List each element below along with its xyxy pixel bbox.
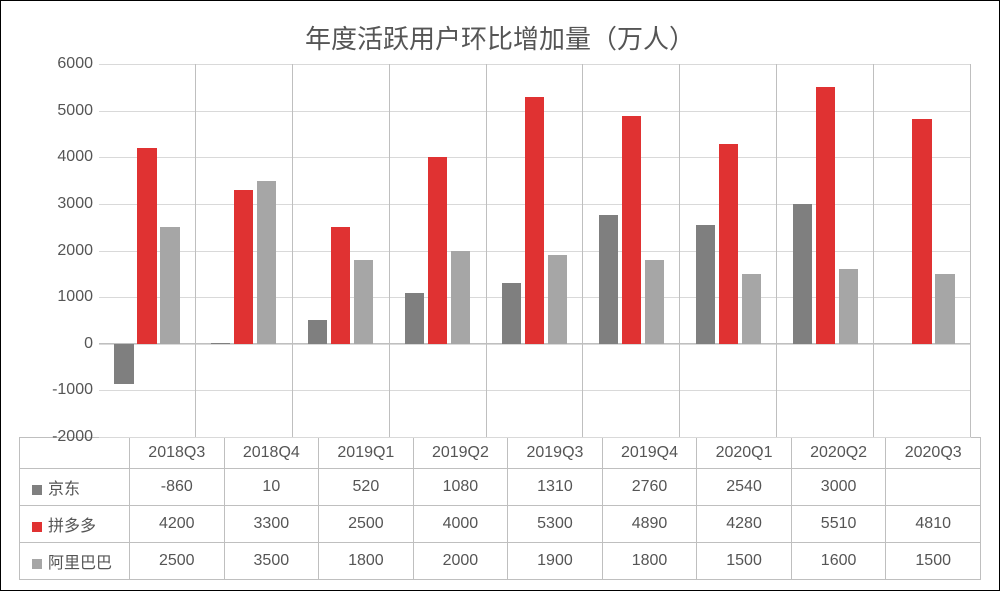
legend-label: 拼多多 [48, 518, 96, 535]
bar [114, 344, 133, 384]
chart-container: 年度活跃用户环比增加量（万人） -2000-100001000200030004… [0, 0, 1000, 591]
bar [742, 274, 761, 344]
bar-group [293, 64, 390, 437]
y-tick-label: 2000 [19, 242, 93, 260]
bar [816, 87, 835, 344]
table-header-cell: 2019Q4 [602, 438, 697, 469]
table-cell: 2500 [130, 543, 225, 580]
table-cell: 4280 [697, 506, 792, 543]
legend-label: 阿里巴巴 [48, 555, 112, 572]
data-table-area: 2018Q32018Q42019Q12019Q22019Q32019Q42020… [19, 437, 981, 580]
table-cell: 1800 [319, 543, 414, 580]
bar [719, 144, 738, 344]
table-cell: -860 [130, 469, 225, 506]
bar [257, 181, 276, 344]
y-tick-label: -1000 [19, 381, 93, 399]
data-table: 2018Q32018Q42019Q12019Q22019Q32019Q42020… [19, 437, 981, 580]
bar [405, 293, 424, 343]
y-tick-label: 3000 [19, 195, 93, 213]
bar [451, 251, 470, 344]
table-cell: 5300 [508, 506, 603, 543]
bar-group [196, 64, 293, 437]
y-tick-label: -2000 [19, 428, 93, 446]
table-cell: 3000 [791, 469, 886, 506]
table-cell: 4200 [130, 506, 225, 543]
table-cell: 1500 [697, 543, 792, 580]
table-cell: 2500 [319, 506, 414, 543]
table-row: 京东 -8601052010801310276025403000 [20, 469, 981, 506]
bar-group [777, 64, 874, 437]
bar [331, 227, 350, 344]
legend-cell: 拼多多 [20, 506, 130, 543]
table-cell: 1080 [413, 469, 508, 506]
bar [696, 225, 715, 343]
bar-group [583, 64, 680, 437]
table-cell: 2540 [697, 469, 792, 506]
legend-swatch [32, 522, 42, 532]
bar-group [680, 64, 777, 437]
bar [793, 204, 812, 344]
table-header-cell: 2018Q4 [224, 438, 319, 469]
table-cell: 4890 [602, 506, 697, 543]
table-header-cell: 2018Q3 [130, 438, 225, 469]
legend-label: 京东 [48, 481, 80, 498]
legend-swatch [32, 559, 42, 569]
table-header-cell: 2019Q3 [508, 438, 603, 469]
y-tick-label: 0 [19, 335, 93, 353]
gridline [99, 437, 971, 438]
bar [548, 255, 567, 344]
table-cell: 4810 [886, 506, 981, 543]
table-cell: 2000 [413, 543, 508, 580]
table-row: 拼多多 420033002500400053004890428055104810 [20, 506, 981, 543]
bar-group [487, 64, 584, 437]
table-cell: 10 [224, 469, 319, 506]
y-tick-label: 4000 [19, 148, 93, 166]
legend-swatch [32, 485, 42, 495]
table-cell: 3500 [224, 543, 319, 580]
table-header-cell: 2019Q2 [413, 438, 508, 469]
bar [428, 157, 447, 344]
bar-group [99, 64, 196, 437]
legend-cell: 阿里巴巴 [20, 543, 130, 580]
table-cell: 520 [319, 469, 414, 506]
table-header-cell: 2020Q3 [886, 438, 981, 469]
table-cell: 5510 [791, 506, 886, 543]
bar [622, 116, 641, 344]
table-header-cell: 2020Q2 [791, 438, 886, 469]
bar [308, 320, 327, 344]
y-tick-label: 6000 [19, 55, 93, 73]
bar [502, 283, 521, 344]
table-cell: 1900 [508, 543, 603, 580]
bar [935, 274, 954, 344]
legend-cell: 京东 [20, 469, 130, 506]
table-cell: 1500 [886, 543, 981, 580]
bar-group [390, 64, 487, 437]
chart-area: -2000-10000100020003000400050006000 [19, 64, 981, 437]
bar [839, 269, 858, 344]
bar [234, 190, 253, 344]
table-row: 阿里巴巴250035001800200019001800150016001500 [20, 543, 981, 580]
bar [137, 148, 156, 344]
bar [599, 215, 618, 344]
bar-group [874, 64, 971, 437]
bar [912, 119, 931, 343]
table-header-cell: 2019Q1 [319, 438, 414, 469]
table-header-row: 2018Q32018Q42019Q12019Q22019Q32019Q42020… [20, 438, 981, 469]
bar [354, 260, 373, 344]
y-tick-label: 5000 [19, 102, 93, 120]
table-cell: 2760 [602, 469, 697, 506]
chart-title: 年度活跃用户环比增加量（万人） [1, 1, 999, 64]
table-cell: 1600 [791, 543, 886, 580]
bar [645, 260, 664, 344]
table-cell: 1800 [602, 543, 697, 580]
table-cell: 1310 [508, 469, 603, 506]
table-header-cell: 2020Q1 [697, 438, 792, 469]
table-cell: 3300 [224, 506, 319, 543]
bar [525, 97, 544, 344]
y-tick-label: 1000 [19, 288, 93, 306]
plot-area [99, 64, 971, 437]
bar [160, 227, 179, 344]
table-cell [886, 469, 981, 506]
table-cell: 4000 [413, 506, 508, 543]
